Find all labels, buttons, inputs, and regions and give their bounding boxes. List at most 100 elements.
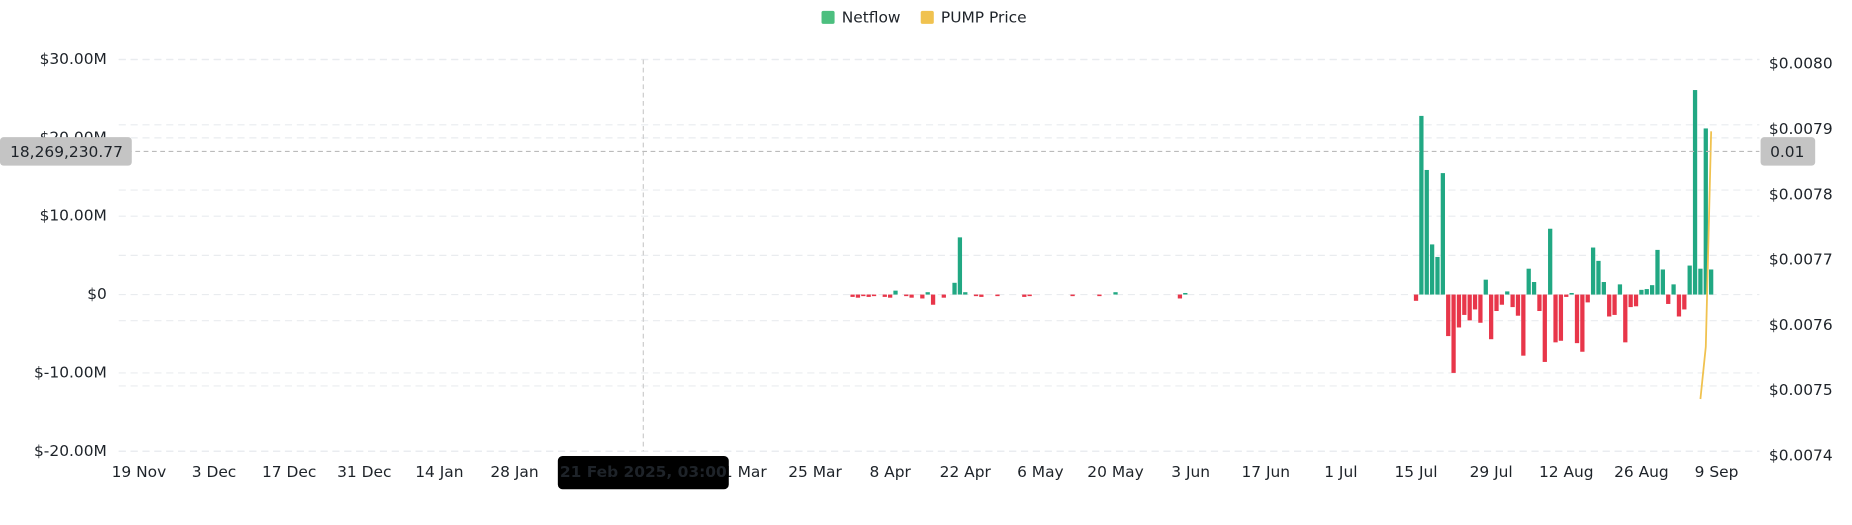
bar [1676,294,1682,317]
y-tick-label: $30.00M [40,50,107,68]
crosshair-x-label: 21 Feb 2025, 03:00 [560,463,727,481]
bar [1413,294,1419,301]
bar [893,290,898,295]
x-tick-label: 22 Apr [940,463,992,481]
x-tick-label: 6 May [1017,463,1064,481]
x-tick-label: 26 Aug [1614,463,1669,481]
bar [973,294,979,297]
x-tick-label: 25 Mar [788,463,842,481]
bar [866,294,871,297]
bar [1585,294,1590,303]
bar [963,292,968,295]
bar [1682,294,1687,310]
bar [1548,228,1553,295]
bar [979,294,984,297]
bar [1456,294,1462,328]
x-tick-label: 1 Jul [1324,463,1357,481]
bar [1531,282,1537,295]
bar [952,282,957,295]
bar [1649,285,1655,295]
bar [1027,294,1032,297]
bar [888,294,893,298]
bar [850,294,855,297]
bar [1709,269,1714,295]
bar [871,294,877,297]
bar [1113,292,1118,295]
x-tick-label: 9 Sep [1695,463,1739,481]
legend-label: Netflow [842,8,901,26]
crosshair-y-label: 18,269,230.77 [10,143,123,161]
bar [1467,294,1472,321]
bar [904,294,909,297]
bar [1639,289,1644,295]
bar [1515,294,1521,316]
crosshair-x-box [557,456,729,490]
bar [1489,294,1494,340]
bar [1660,269,1665,295]
x-tick-label: 15 Jul [1394,463,1437,481]
bar [1435,256,1440,295]
bar [1703,128,1708,295]
bar [1505,291,1510,295]
bar [1183,292,1188,295]
x-tick-label: 3 Dec [192,463,237,481]
bar [1521,294,1526,356]
bar [1097,294,1102,297]
bar [1558,294,1564,341]
bar [1687,265,1692,295]
x-tick-label: 8 Apr [869,463,911,481]
y2-tick-label: $0.0075 [1769,381,1833,399]
bar [882,294,887,297]
bar [1483,279,1488,295]
bar [1564,294,1569,297]
bar [1628,294,1633,308]
y2-tick-label: $0.0080 [1769,55,1833,73]
bar [1446,294,1451,337]
x-tick-label: 17 Dec [262,463,316,481]
bar [1451,294,1456,373]
y2-tick-label: $0.0079 [1769,120,1833,138]
crosshair-y2-label: 0.01 [1770,143,1804,161]
bar [1569,292,1574,295]
bar [861,294,866,297]
y2-tick-label: $0.0076 [1769,316,1833,334]
bar [957,237,963,295]
bar [1671,284,1676,295]
bar [1526,268,1531,295]
bar [1692,90,1698,295]
legend-label: PUMP Price [941,8,1027,26]
bar [1070,294,1075,297]
bar [1499,294,1505,305]
bar [1542,294,1547,362]
bar [1494,294,1499,312]
legend-swatch [920,10,934,24]
bar [1478,294,1483,323]
bar [1596,260,1601,295]
y-tick-label: $-10.00M [34,363,107,381]
bar [855,294,861,298]
y2-tick-label: $0.0077 [1769,251,1833,269]
bar [1510,294,1515,308]
bar [995,294,1000,297]
bar [920,294,925,299]
x-tick-label: 29 Jul [1470,463,1513,481]
bar [1644,289,1649,295]
crosshair-y-box [0,137,132,166]
bar [1698,268,1703,295]
bar [1633,294,1639,307]
bar [1472,294,1478,310]
x-tick-label: 14 Jan [415,463,463,481]
bar [1419,115,1424,295]
y-tick-label: $0 [87,285,107,303]
bar [1574,294,1580,344]
bar [1655,249,1660,295]
bar [1623,294,1628,343]
bar [1440,173,1445,295]
bar [1617,284,1623,295]
bar [1612,294,1617,315]
x-tick-label: 31 Dec [337,463,391,481]
y2-tick-label: $0.0078 [1769,185,1833,203]
bar [1607,294,1612,317]
